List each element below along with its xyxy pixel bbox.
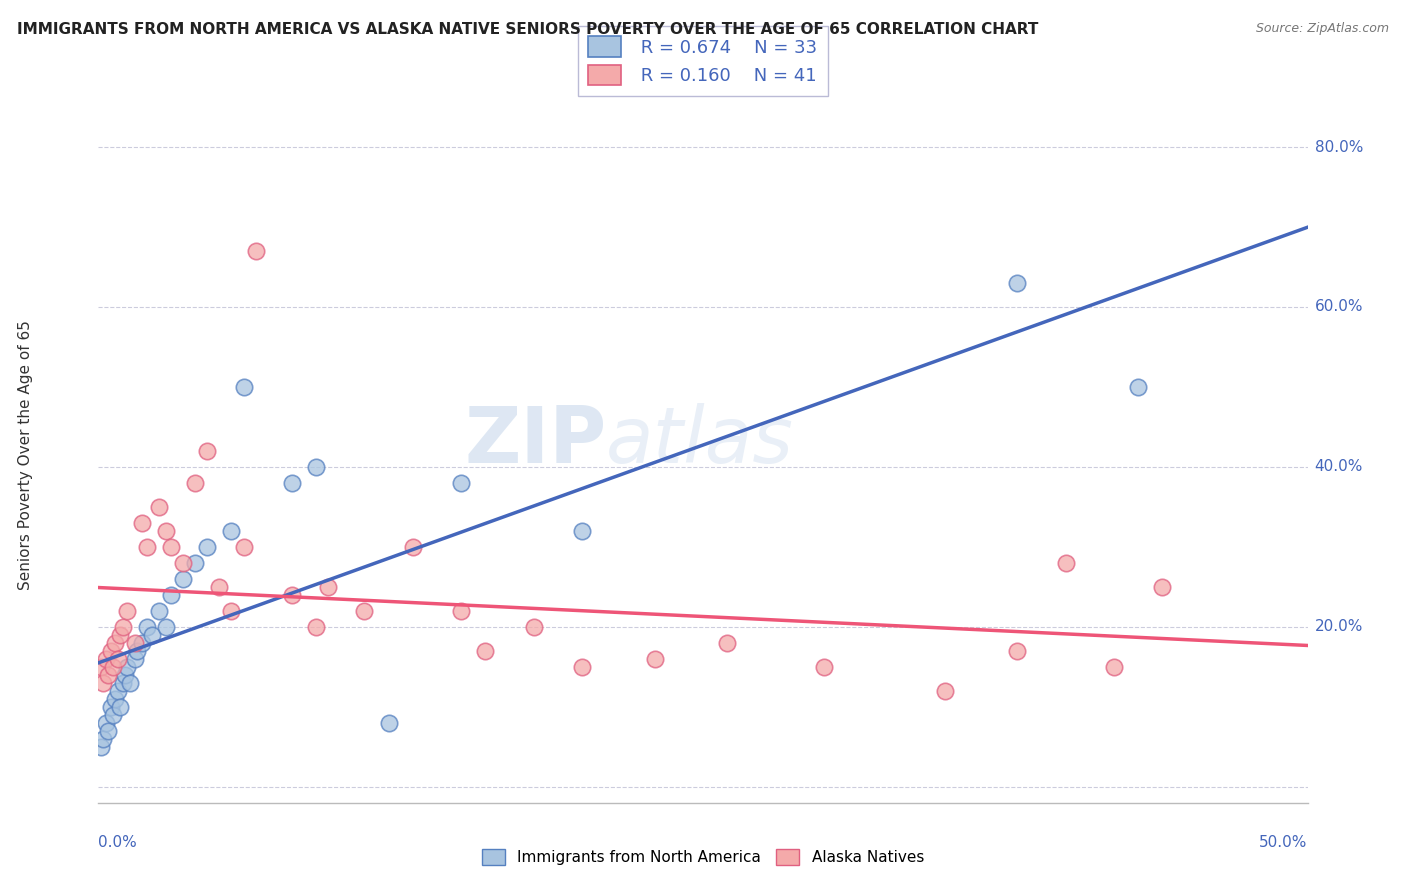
Point (124, 652, 146, 666)
Point (117, 604, 139, 618)
Point (450, 475, 472, 490)
Point (316, 580, 339, 594)
Point (114, 668, 136, 682)
Point (813, 660, 835, 674)
Point (195, 540, 218, 554)
Text: atlas: atlas (606, 403, 794, 479)
Point (127, 644, 149, 658)
Point (160, 588, 183, 602)
Point (474, 644, 496, 658)
Point (450, 604, 472, 618)
Point (107, 652, 129, 666)
Point (148, 500, 170, 514)
Point (90, 660, 112, 674)
Text: IMMIGRANTS FROM NORTH AMERICA VS ALASKA NATIVE SENIORS POVERTY OVER THE AGE OF 6: IMMIGRANTS FROM NORTH AMERICA VS ALASKA … (17, 22, 1038, 37)
Point (160, 540, 183, 554)
Point (305, 459, 328, 474)
Point (101, 707, 124, 722)
Text: Seniors Poverty Over the Age of 65: Seniors Poverty Over the Age of 65 (18, 320, 32, 590)
Point (305, 620, 328, 634)
Point (571, 660, 593, 674)
Point (108, 699, 131, 714)
Point (353, 604, 375, 618)
Point (208, 580, 231, 594)
Point (1054, 556, 1077, 570)
Point (124, 636, 146, 650)
Point (97, 668, 120, 682)
Point (148, 604, 170, 618)
Point (934, 683, 956, 698)
Point (232, 540, 254, 554)
Point (104, 691, 127, 706)
Point (90, 739, 112, 754)
Point (91, 676, 114, 690)
Point (94, 652, 117, 666)
Point (1152, 580, 1174, 594)
Point (91, 731, 114, 746)
Point (155, 620, 177, 634)
Point (118, 676, 141, 690)
Point (131, 516, 153, 530)
Point (184, 475, 207, 490)
Text: 20.0%: 20.0% (1315, 619, 1362, 634)
Point (1007, 644, 1029, 658)
Point (155, 524, 177, 538)
Point (716, 636, 738, 650)
Point (97, 723, 120, 738)
Point (245, 244, 267, 258)
Point (281, 475, 304, 490)
Point (172, 572, 194, 586)
Point (135, 620, 157, 634)
Point (1128, 380, 1150, 394)
Point (221, 524, 243, 538)
Point (402, 540, 425, 554)
Text: 50.0%: 50.0% (1260, 836, 1308, 850)
Point (184, 556, 207, 570)
Text: 40.0%: 40.0% (1315, 459, 1362, 475)
Point (232, 380, 254, 394)
Point (100, 644, 122, 658)
Point (1102, 660, 1125, 674)
Point (94, 715, 117, 730)
Point (141, 628, 163, 642)
Point (1007, 276, 1029, 290)
Legend: Immigrants from North America, Alaska Natives: Immigrants from North America, Alaska Na… (477, 843, 929, 871)
Point (221, 604, 243, 618)
Point (195, 444, 218, 458)
Point (117, 660, 139, 674)
Point (135, 540, 157, 554)
Point (111, 676, 134, 690)
Point (101, 660, 124, 674)
Text: ZIP: ZIP (464, 403, 606, 479)
Text: 60.0%: 60.0% (1315, 300, 1362, 315)
Point (644, 652, 666, 666)
Point (107, 683, 129, 698)
Point (108, 628, 131, 642)
Point (281, 588, 304, 602)
Point (104, 636, 127, 650)
Text: Source: ZipAtlas.com: Source: ZipAtlas.com (1256, 22, 1389, 36)
Point (377, 715, 399, 730)
Point (131, 636, 153, 650)
Point (172, 556, 194, 570)
Point (523, 620, 546, 634)
Point (111, 620, 134, 634)
Legend:  R = 0.674    N = 33,  R = 0.160    N = 41: R = 0.674 N = 33, R = 0.160 N = 41 (578, 26, 828, 96)
Point (100, 699, 122, 714)
Text: 80.0%: 80.0% (1315, 139, 1362, 154)
Point (571, 524, 593, 538)
Text: 0.0%: 0.0% (98, 836, 138, 850)
